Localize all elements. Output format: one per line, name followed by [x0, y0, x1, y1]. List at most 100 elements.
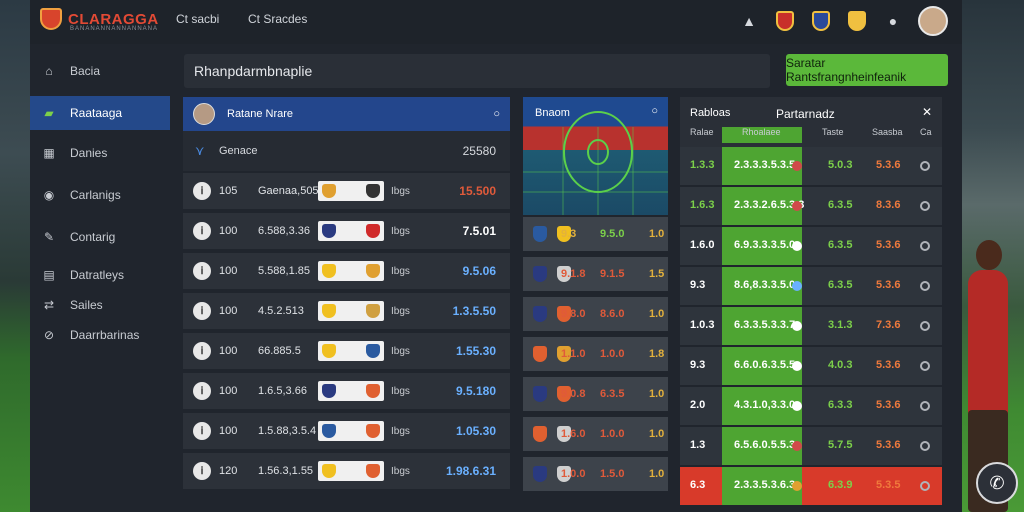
match-tag: Ibgs	[391, 345, 410, 357]
table-row[interactable]: ⅰ 100 66.885.5 Ibgs 1.55.30	[183, 333, 510, 371]
odds-value: 9.3	[561, 228, 577, 240]
stat-value: 6.3.5	[828, 239, 853, 251]
match-tag: Ibgs	[391, 265, 410, 277]
table-row[interactable]: ⅰ 105 Gaenaa,505 Ibgs 15.500	[183, 173, 510, 211]
match-value: 1.98.6.31	[445, 464, 496, 478]
table-row[interactable]: ⅰ 120 1.56.3,1.55 Ibgs 1.98.6.31	[183, 453, 510, 491]
match-tag: Ibgs	[391, 225, 410, 237]
score-cell: 8.6,8.3.3.5.0	[722, 267, 802, 305]
radio-icon[interactable]	[920, 321, 930, 331]
club-crest-icon[interactable]	[810, 10, 832, 32]
list-item[interactable]: 1.6.0 1.0.0 1.0	[523, 417, 668, 453]
table-row[interactable]: 1.6.3 2.3.3.2.6.5.3.3 6.3.5 8.3.6	[680, 187, 942, 227]
logo-shield-icon	[40, 8, 62, 30]
score-cell: 6.6.0.6.3.5.5	[722, 347, 802, 385]
user-icon[interactable]: ●	[888, 13, 898, 29]
radio-icon[interactable]	[920, 201, 930, 211]
info-icon[interactable]: ○	[493, 108, 500, 120]
sidebar-item-tools[interactable]: ✎ Contarig	[30, 220, 170, 254]
list-item[interactable]: 9.1.8 9.1.5 1.5	[523, 257, 668, 293]
table-row[interactable]: 1.0.3 6.3.3.5.3.3.7 3.1.3 7.3.6	[680, 307, 942, 347]
table-row[interactable]: 6.3 2.3.3.5.3.6.3 6.3.9 5.3.5	[680, 467, 942, 507]
match-value: 9.5.180	[455, 384, 496, 398]
list-subheader: ⋎ Genace 25580	[183, 131, 510, 171]
radio-icon[interactable]	[920, 161, 930, 171]
match-code: Gaenaa,505	[258, 185, 319, 197]
score-cell: 6.3.3.5.3.3.7	[722, 307, 802, 345]
middle-title: Bnaom	[535, 107, 570, 119]
sidebar-item-arrows[interactable]: ⇄ Sailes	[30, 288, 170, 322]
table-row[interactable]: 1.6.0 6.9.3.3.3.5.0 6.3.5 5.3.6	[680, 227, 942, 267]
column-header: Rhoalaee	[722, 127, 802, 143]
close-icon[interactable]: ✕	[921, 105, 932, 119]
team-crest-icon[interactable]	[774, 10, 796, 32]
arrows-icon: ⇄	[43, 298, 55, 312]
radio-icon[interactable]	[920, 441, 930, 451]
chat-fab-button[interactable]: ✆	[976, 462, 1018, 504]
search-input[interactable]: Rhanpdarmbnaplie	[184, 54, 770, 88]
stat-value: 5.3.5	[876, 479, 901, 491]
match-number: 100	[219, 385, 238, 397]
list-avatar[interactable]	[193, 103, 215, 125]
list-item[interactable]: 9.3 9.5.0 1.0	[523, 217, 668, 253]
match-value: 1.55.30	[455, 344, 496, 358]
odds-value: 1.0	[649, 468, 665, 480]
table-row[interactable]: ⅰ 100 5.588,1.85 Ibgs 9.5.06	[183, 253, 510, 291]
user-avatar[interactable]	[918, 6, 948, 36]
sidebar-item-link[interactable]: ⊘ Daarrbarinas	[30, 318, 170, 352]
nav-link-2[interactable]: Ct Sracdes	[248, 12, 308, 26]
team-crest-icon	[533, 426, 547, 442]
radio-icon[interactable]	[920, 401, 930, 411]
team-badges	[318, 221, 384, 241]
sidebar-item-globe[interactable]: ◉ Carlanigs	[30, 178, 170, 212]
match-value: 7.5.01	[462, 224, 496, 238]
list-item[interactable]: 9.8.0 8.6.0 1.0	[523, 297, 668, 333]
stat-value: 4.0.3	[828, 359, 853, 371]
match-status-icon: ⅰ	[193, 222, 211, 240]
status-dot-icon	[792, 241, 802, 251]
table-row[interactable]: ⅰ 100 1.6.5,3.66 Ibgs 9.5.180	[183, 373, 510, 411]
radio-icon[interactable]	[920, 361, 930, 371]
table-row[interactable]: 2.0 4.3.1.0,3.3.0 6.3.3 5.3.6	[680, 387, 942, 427]
radio-icon[interactable]	[920, 281, 930, 291]
match-code: 6.588,3.36	[258, 225, 310, 237]
table-row[interactable]: ⅰ 100 4.5.2.513 Ibgs 1.3.5.50	[183, 293, 510, 331]
stat-value: 5.3.6	[876, 359, 901, 371]
table-row[interactable]: 9.3 8.6,8.3.3.5.0 6.3.5 5.3.6	[680, 267, 942, 307]
pitch-graphic	[523, 111, 668, 215]
odds-value: 1.5	[649, 268, 665, 280]
column-header: Taste	[822, 127, 844, 137]
rank-value: 1.6.0	[690, 239, 715, 251]
team-crest-icon	[322, 224, 336, 238]
team-crest-icon	[366, 304, 380, 318]
table-row[interactable]: 1.3.3 2.3.3.3.5.3.5 5.0.3 5.3.6	[680, 147, 942, 187]
match-tag: Ibgs	[391, 305, 410, 317]
trophy-icon[interactable]	[846, 10, 868, 32]
list-item[interactable]: 1.1.0 1.0.0 1.8	[523, 337, 668, 373]
match-code: 1.6.5,3.66	[258, 385, 307, 397]
team-crest-icon	[557, 306, 571, 322]
stat-value: 6.3.3	[828, 399, 853, 411]
sidebar-item-tickets[interactable]: ▰ Raataaga	[30, 96, 170, 130]
match-status-icon: ⅰ	[193, 382, 211, 400]
team-crest-icon	[533, 386, 547, 402]
logo[interactable]: CLARAGGA	[40, 8, 159, 30]
table-row[interactable]: 1.3 6.5.6.0.5.5.3 5.7.5 5.3.6	[680, 427, 942, 467]
list-item[interactable]: 1.0.0 1.5.0 1.0	[523, 457, 668, 493]
sidebar-item-grid[interactable]: ▤ Datratleys	[30, 258, 170, 292]
match-code: 1.56.3,1.55	[258, 465, 314, 477]
team-crest-icon	[366, 224, 380, 238]
table-row[interactable]: ⅰ 100 6.588,3.36 Ibgs 7.5.01	[183, 213, 510, 251]
radio-icon[interactable]	[920, 481, 930, 491]
radio-icon[interactable]	[920, 241, 930, 251]
odds-value: 9.1.5	[600, 268, 625, 280]
table-row[interactable]: 9.3 6.6.0.6.3.5.5 4.0.3 5.3.6	[680, 347, 942, 387]
sidebar-item-home[interactable]: ⌂ Bacia	[30, 54, 170, 88]
sidebar-item-calendar[interactable]: ▦ Danies	[30, 136, 170, 170]
list-item[interactable]: 9.0.8 6.3.5 1.0	[523, 377, 668, 413]
table-row[interactable]: ⅰ 100 1.5.88,3.5.4 Ibgs 1.05.30	[183, 413, 510, 451]
cta-button[interactable]: Saratar Rantsfrangnheinfeanik	[786, 54, 948, 86]
info-icon[interactable]: ○	[651, 105, 658, 117]
up-arrow-icon[interactable]: ▲	[742, 13, 756, 29]
nav-link-1[interactable]: Ct sacbi	[176, 12, 220, 26]
